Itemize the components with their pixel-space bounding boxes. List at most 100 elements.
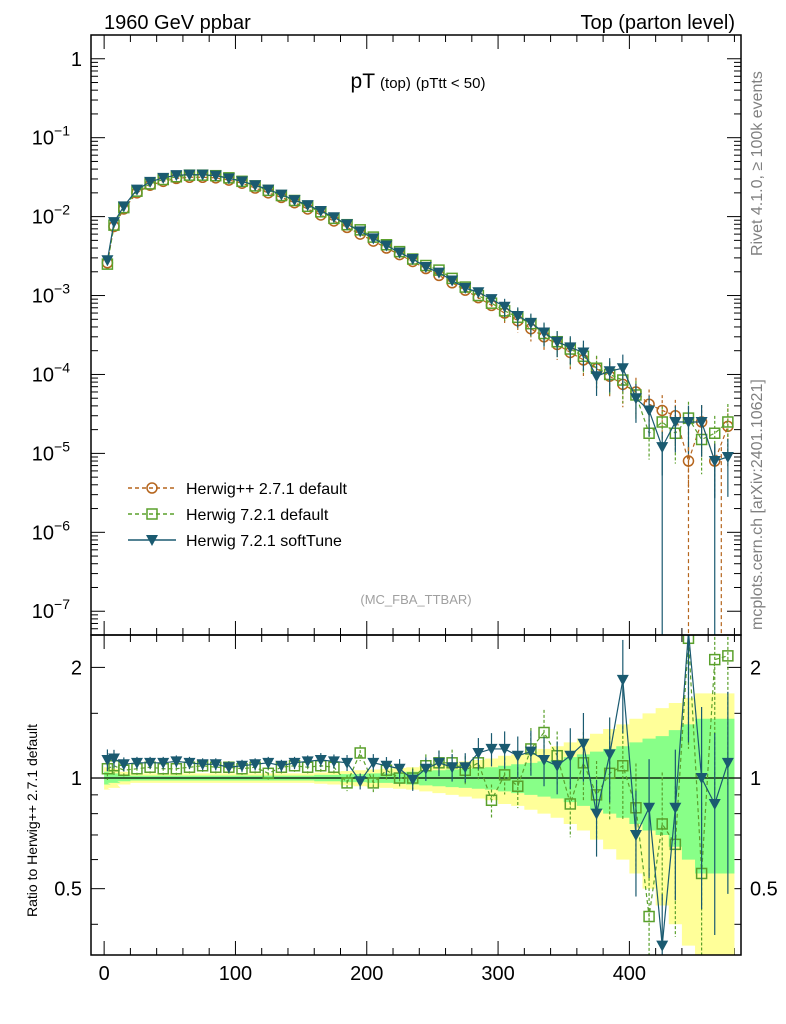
data-point bbox=[327, 212, 340, 224]
data-point bbox=[406, 254, 419, 266]
ratio-frame bbox=[90, 634, 742, 956]
ratio-point bbox=[459, 762, 472, 774]
ratio-point bbox=[144, 757, 157, 769]
series-triangle bbox=[101, 169, 734, 499]
legend-label: Herwig++ 2.7.1 default bbox=[186, 481, 348, 498]
ratio-y-tick-label-right: 1 bbox=[750, 768, 761, 790]
x-tick-label: 0 bbox=[99, 963, 110, 985]
ratio-point bbox=[498, 769, 511, 781]
ratio-point bbox=[196, 759, 209, 771]
ratio-y-tick-label: 1 bbox=[71, 768, 82, 790]
series-circle bbox=[101, 171, 734, 499]
ratio-point bbox=[708, 653, 721, 666]
header-right: Top (parton level) bbox=[580, 12, 735, 34]
ratio-point bbox=[669, 802, 682, 814]
data-point bbox=[446, 275, 459, 287]
data-point bbox=[393, 247, 406, 259]
data-point bbox=[721, 452, 734, 464]
ratio-point bbox=[380, 760, 393, 772]
data-point bbox=[170, 170, 183, 182]
ratio-ylabel: Ratio to Herwig++ 2.7.1 default bbox=[24, 724, 40, 917]
ratio-point bbox=[288, 757, 301, 769]
ratio-point bbox=[629, 829, 642, 841]
data-point bbox=[682, 416, 695, 428]
ratio-point bbox=[722, 650, 734, 662]
ratio-point bbox=[643, 910, 655, 923]
ratio-point bbox=[314, 754, 327, 766]
data-point bbox=[301, 200, 314, 212]
data-point bbox=[722, 416, 734, 428]
data-point bbox=[117, 201, 130, 213]
data-point bbox=[564, 342, 577, 354]
data-point bbox=[590, 371, 603, 383]
ratio-point bbox=[446, 762, 459, 774]
series-line bbox=[106, 176, 729, 464]
ratio-point bbox=[551, 760, 564, 772]
data-point bbox=[419, 261, 432, 273]
ratio-point bbox=[130, 757, 143, 769]
ratio-point bbox=[327, 756, 340, 768]
series-line bbox=[106, 174, 729, 462]
ratio-point bbox=[354, 776, 367, 788]
ratio-point bbox=[485, 794, 498, 807]
y-tick-label: 10−5 bbox=[32, 438, 70, 465]
data-point bbox=[196, 169, 209, 181]
y-tick-label: 10−2 bbox=[32, 202, 70, 229]
plot-title: pT (top) (pTtt < 50) bbox=[351, 70, 486, 93]
ratio-point bbox=[209, 759, 222, 771]
ratio-point bbox=[656, 818, 668, 830]
legend: Herwig++ 2.7.1 default Herwig 7.2.1 defau… bbox=[128, 481, 348, 550]
header-left: 1960 GeV ppbar bbox=[104, 12, 251, 34]
ratio-point bbox=[616, 674, 629, 686]
data-point bbox=[209, 170, 222, 182]
x-tick-label: 400 bbox=[613, 963, 646, 985]
ratio-point bbox=[472, 747, 485, 759]
data-point bbox=[708, 427, 721, 439]
data-point bbox=[538, 327, 551, 339]
data-point bbox=[236, 176, 249, 188]
ratio-y-tick-label-right: 0.5 bbox=[750, 879, 778, 901]
legend-label: Herwig 7.2.1 softTune bbox=[186, 533, 342, 550]
ratio-point bbox=[432, 757, 445, 769]
data-point bbox=[551, 336, 564, 348]
ratio-point bbox=[341, 757, 354, 769]
band-green bbox=[104, 718, 735, 874]
data-point bbox=[354, 226, 367, 238]
ratio-point bbox=[262, 757, 275, 769]
analysis-tag: (MC_FBA_TTBAR) bbox=[360, 592, 471, 607]
data-point bbox=[275, 189, 288, 201]
ratio-point bbox=[643, 802, 656, 814]
data-point bbox=[144, 176, 157, 188]
legend-marker-circle bbox=[146, 482, 158, 494]
data-point bbox=[643, 405, 656, 417]
ratio-point bbox=[656, 940, 669, 952]
data-point bbox=[380, 240, 393, 252]
ratio-y-tick-label: 0.5 bbox=[54, 879, 82, 901]
ratio-y-tick-label: 2 bbox=[71, 657, 82, 679]
legend-label: Herwig 7.2.1 default bbox=[186, 507, 329, 524]
data-point bbox=[183, 169, 196, 181]
y-tick-label: 10−7 bbox=[32, 596, 70, 623]
data-point bbox=[472, 287, 485, 299]
data-point bbox=[616, 363, 629, 375]
data-point bbox=[629, 393, 642, 405]
ratio-point bbox=[183, 757, 196, 769]
ratio-point bbox=[236, 760, 249, 772]
ratio-point bbox=[354, 747, 366, 759]
data-point bbox=[130, 184, 143, 196]
data-point bbox=[101, 255, 114, 267]
data-point bbox=[656, 416, 668, 428]
data-point bbox=[314, 205, 327, 217]
ratio-point bbox=[419, 763, 432, 775]
x-tick-label: 100 bbox=[219, 963, 252, 985]
x-tick-label: 300 bbox=[481, 963, 514, 985]
ratio-y-tick-label-right: 2 bbox=[750, 657, 761, 679]
data-point bbox=[485, 294, 498, 306]
ratio-point bbox=[170, 756, 183, 768]
ratio-point bbox=[222, 762, 235, 774]
data-point bbox=[432, 267, 445, 279]
ratio-point bbox=[485, 743, 498, 755]
data-point bbox=[367, 233, 380, 245]
ratio-point bbox=[393, 763, 406, 775]
